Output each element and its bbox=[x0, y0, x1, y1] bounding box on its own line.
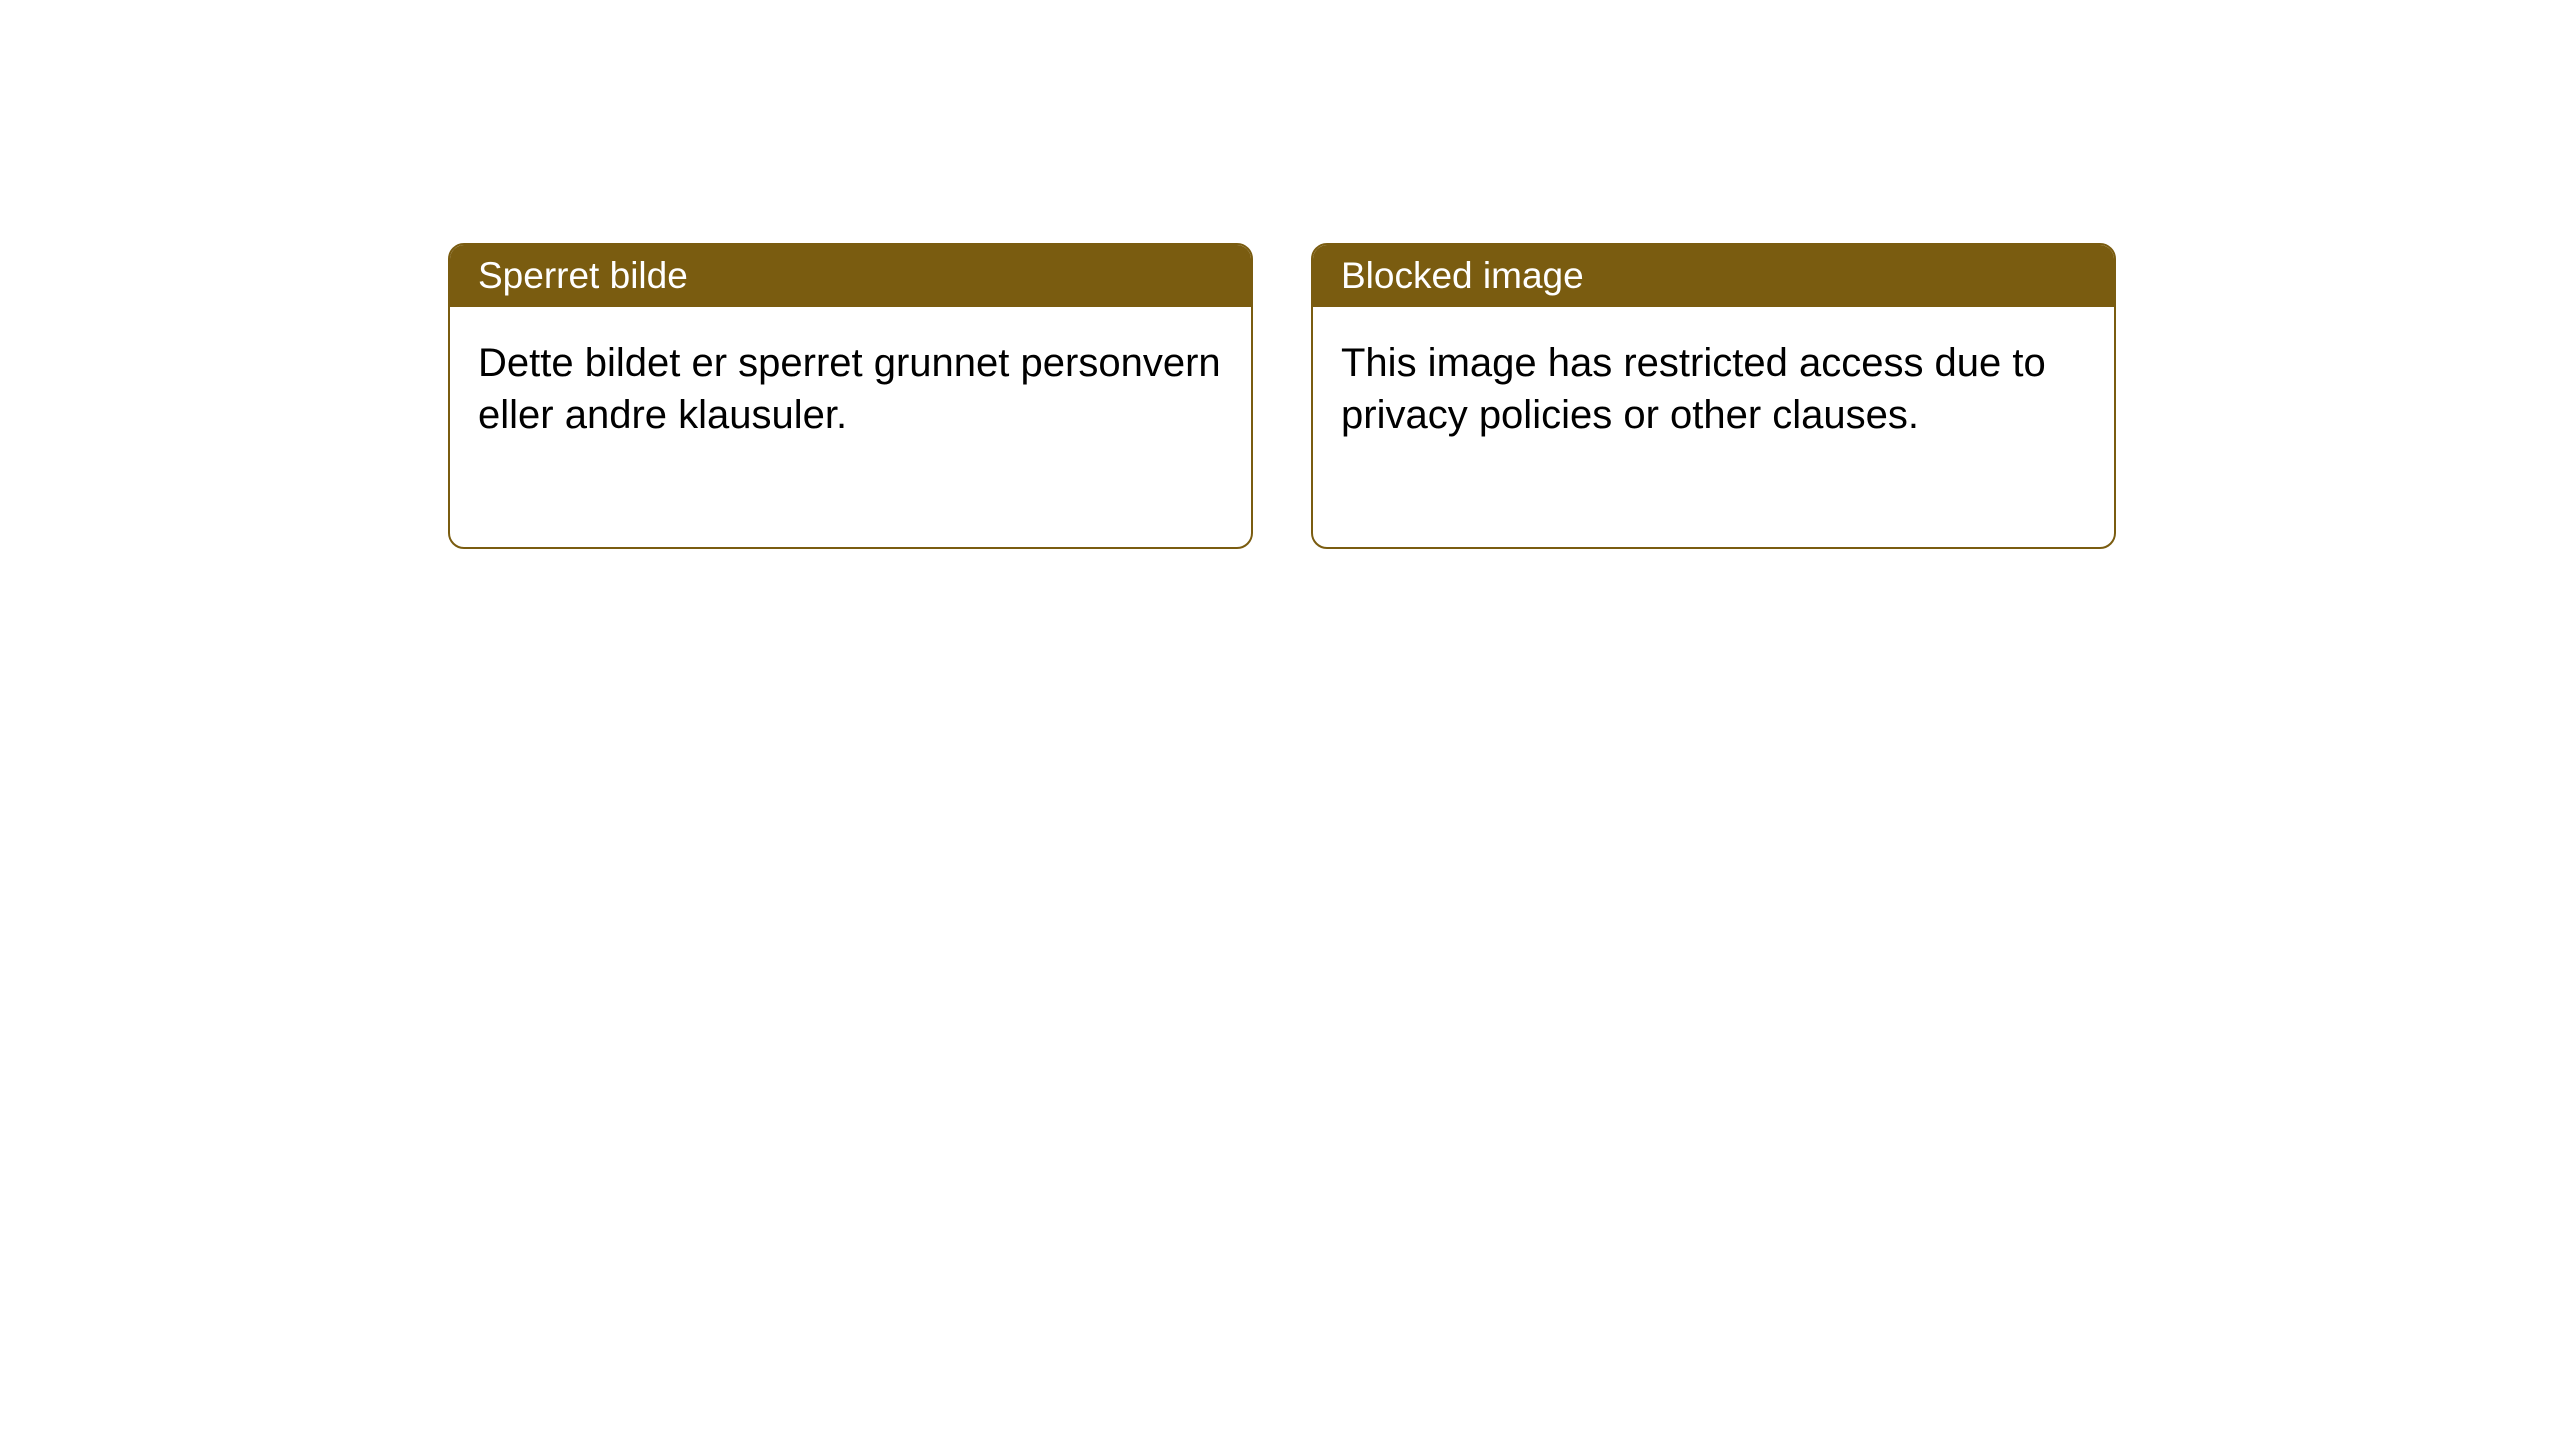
notice-text: This image has restricted access due to … bbox=[1341, 341, 2046, 437]
notice-text: Dette bildet er sperret grunnet personve… bbox=[478, 341, 1221, 437]
notice-body: Dette bildet er sperret grunnet personve… bbox=[450, 307, 1251, 547]
notice-title: Blocked image bbox=[1341, 255, 1584, 296]
notice-header: Sperret bilde bbox=[450, 245, 1251, 307]
notice-body: This image has restricted access due to … bbox=[1313, 307, 2114, 547]
notice-card-norwegian: Sperret bilde Dette bildet er sperret gr… bbox=[448, 243, 1253, 549]
notice-header: Blocked image bbox=[1313, 245, 2114, 307]
notice-title: Sperret bilde bbox=[478, 255, 688, 296]
notice-card-english: Blocked image This image has restricted … bbox=[1311, 243, 2116, 549]
notice-container: Sperret bilde Dette bildet er sperret gr… bbox=[0, 0, 2560, 549]
